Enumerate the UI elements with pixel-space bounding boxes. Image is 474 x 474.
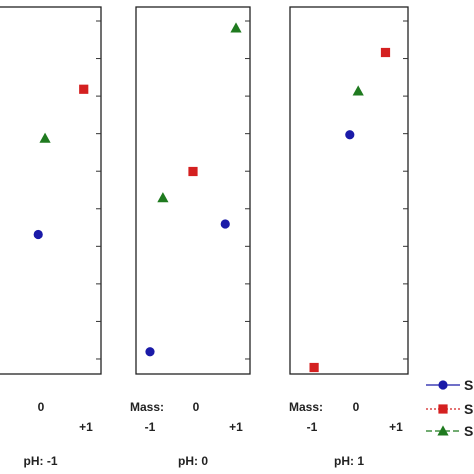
point-square xyxy=(380,47,391,58)
panel-frame xyxy=(289,6,409,375)
point-triangle xyxy=(352,85,364,96)
point-triangle xyxy=(230,22,242,33)
legend-label: S xyxy=(464,377,473,393)
panel-2: Mass: 0 -1 +1 pH: 0 xyxy=(130,6,251,468)
panel-frame xyxy=(135,6,251,375)
axis-label-mass: Mass: xyxy=(289,400,323,414)
tick-label: +1 xyxy=(229,420,243,434)
point-triangle xyxy=(157,192,169,203)
legend-marker-square xyxy=(438,404,448,414)
axis-label-mass: Mass: xyxy=(130,400,164,414)
point-circle xyxy=(220,219,230,229)
legend-marker-triangle xyxy=(437,425,449,436)
legend-label: S xyxy=(464,423,473,439)
panel-frame xyxy=(0,6,102,375)
point-circle xyxy=(345,130,355,140)
point-square xyxy=(79,84,89,94)
point-circle xyxy=(33,229,43,240)
tick-label: +1 xyxy=(389,420,403,434)
legend-marker-circle xyxy=(438,380,448,390)
tick-label: 0 xyxy=(353,400,360,414)
panel-label: pH: 1 xyxy=(334,454,364,468)
panel-label: pH: -1 xyxy=(24,454,58,468)
point-triangle xyxy=(39,132,51,143)
point-square xyxy=(188,166,198,177)
panel-1: 0 -1 +1 pH: -1 xyxy=(0,6,102,468)
tick-label: +1 xyxy=(79,420,93,434)
legend: SSS xyxy=(426,377,473,439)
legend-label: S xyxy=(464,401,473,417)
point-circle xyxy=(145,347,155,357)
tick-label: 0 xyxy=(193,400,200,414)
panel-label: pH: 0 xyxy=(178,454,208,468)
tick-label: -1 xyxy=(0,420,1,434)
tick-label: 0 xyxy=(38,400,45,414)
panel-3: Mass: 0 -1 +1 pH: 1 xyxy=(289,6,409,468)
point-square xyxy=(309,362,319,373)
tick-label: -1 xyxy=(307,420,318,434)
tick-label: -1 xyxy=(145,420,156,434)
